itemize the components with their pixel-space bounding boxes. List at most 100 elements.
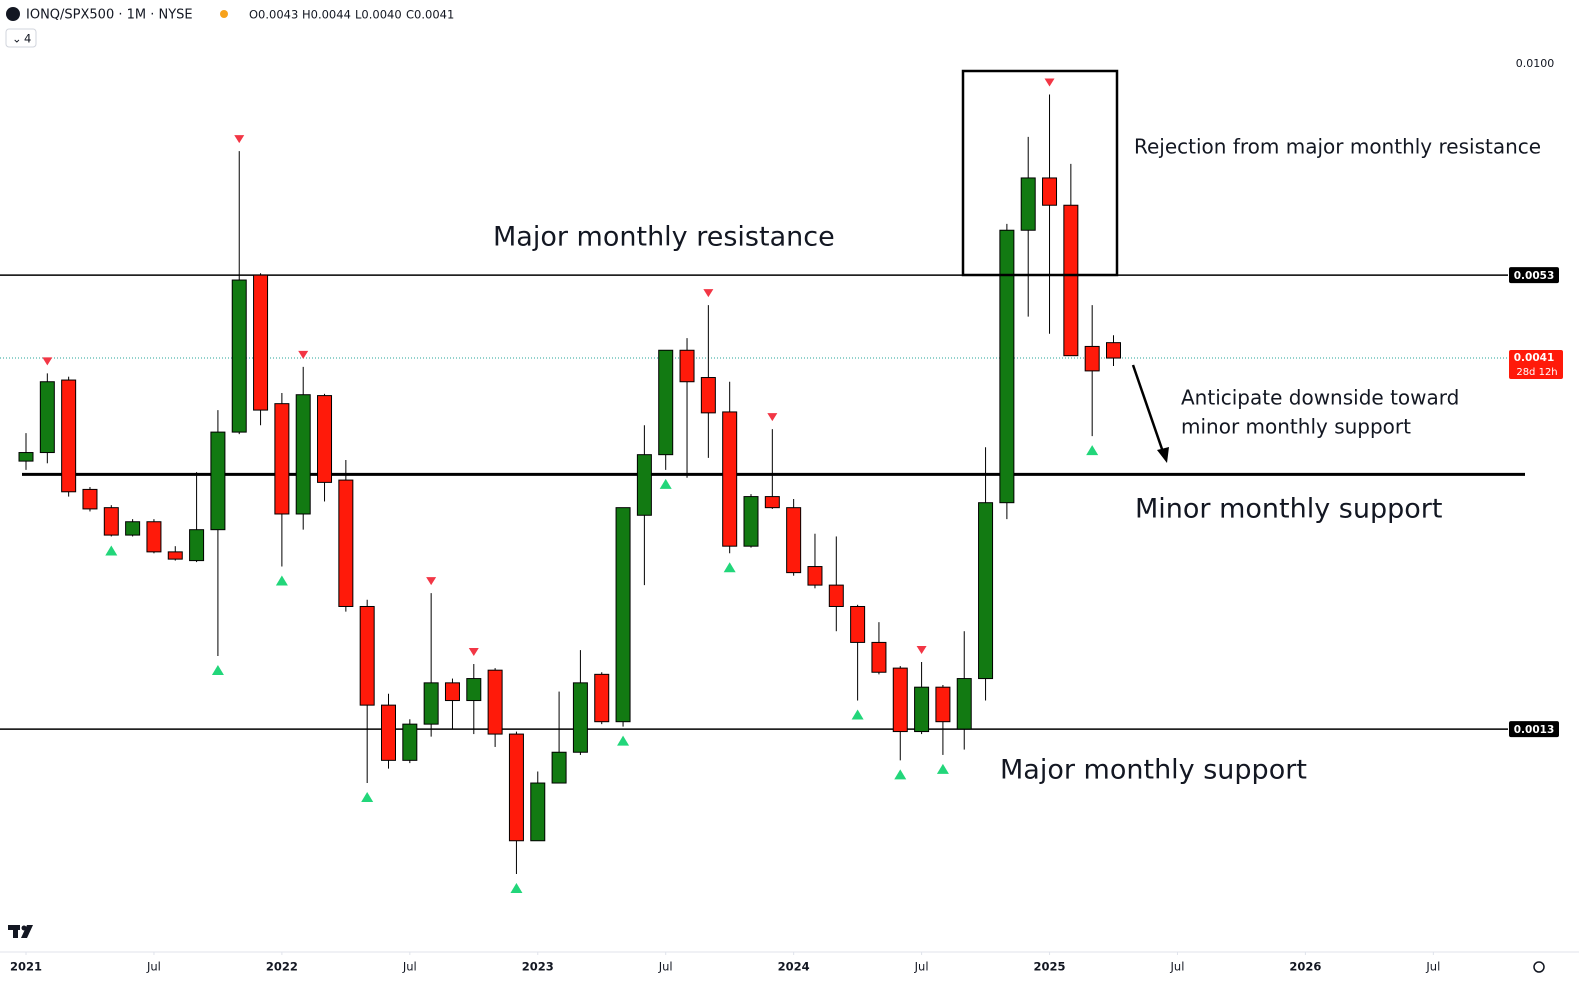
candle-body — [167, 551, 183, 560]
annotation: Rejection from major monthly resistance — [1134, 135, 1541, 159]
pivot-low — [894, 769, 907, 780]
candle-body — [103, 507, 119, 536]
candle-body — [253, 274, 269, 411]
candle-body — [978, 502, 994, 680]
level-label: 0.0013 — [1514, 724, 1555, 736]
ohlc-high: H0.0044 — [302, 8, 351, 22]
x-tick-label: 2024 — [778, 960, 810, 974]
pivot-low — [105, 545, 118, 556]
candle-body — [1020, 177, 1036, 231]
candle-body — [743, 496, 759, 547]
candle-body — [914, 686, 930, 733]
ohlc-low: L0.0040 — [355, 8, 402, 22]
annotation: Major monthly resistance — [493, 222, 835, 253]
x-tick-label: Jul — [914, 960, 929, 974]
candle-body — [1063, 204, 1079, 357]
last-price-tag — [1509, 350, 1563, 380]
candle-body — [359, 605, 375, 706]
indicator-chevron: ⌄ — [12, 32, 22, 46]
pivot-high — [42, 357, 53, 366]
annotation: minor monthly support — [1181, 415, 1411, 439]
x-tick-label: 2026 — [1289, 960, 1321, 974]
pivot-low — [659, 478, 672, 489]
candle-body — [786, 507, 802, 574]
pivot-high — [1044, 78, 1055, 87]
candle-body — [295, 394, 311, 515]
candle-body — [807, 566, 823, 586]
candle-body — [18, 452, 34, 462]
settings-icon[interactable] — [1533, 961, 1545, 973]
candle-body — [317, 395, 333, 483]
candle-body — [956, 678, 972, 730]
level-label: 0.0053 — [1514, 270, 1555, 282]
annotation: Minor monthly support — [1135, 494, 1442, 525]
candle-body — [615, 507, 631, 723]
tv-logo — [8, 925, 33, 938]
pivot-low — [1086, 445, 1099, 456]
candle-body — [146, 521, 162, 553]
arrow-head — [1157, 447, 1169, 463]
candle-body — [189, 529, 205, 562]
candle-body — [594, 673, 610, 723]
candle-body — [850, 605, 866, 643]
pivot-low — [275, 575, 288, 586]
candle-body — [828, 584, 844, 607]
pivot-high — [767, 413, 778, 422]
ohlc-open: O0.0043 — [249, 8, 298, 22]
candle-body — [1042, 177, 1058, 206]
symbol-icon — [6, 7, 20, 21]
candle-body — [274, 403, 290, 515]
pivot-low — [617, 735, 630, 746]
indicator-toggle[interactable] — [5, 28, 37, 48]
pivot-low — [936, 763, 949, 774]
candle-body — [1106, 342, 1121, 359]
pivot-low — [510, 883, 523, 894]
candle-body — [231, 279, 247, 433]
pivot-high — [703, 289, 714, 298]
candle-body — [466, 678, 482, 702]
pivot-high — [426, 577, 437, 586]
candle-body — [1084, 345, 1100, 372]
x-tick-label: Jul — [146, 960, 161, 974]
candle-body — [338, 479, 354, 607]
candle-body — [700, 377, 716, 414]
last-price-label: 0.0041 — [1514, 352, 1555, 364]
candle-body — [658, 349, 674, 456]
candle-body — [572, 682, 588, 753]
candle-body — [764, 496, 780, 509]
candle-body — [210, 431, 226, 531]
pivot-high — [916, 645, 927, 654]
pivot-high — [468, 648, 479, 657]
candle-body — [871, 641, 887, 673]
candle-body — [82, 488, 98, 510]
y-tick-label: 0.0100 — [1516, 57, 1555, 70]
session-icon — [220, 10, 228, 18]
symbol[interactable]: IONQ/SPX500 · 1M · NYSE — [26, 8, 193, 23]
candle-body — [125, 521, 141, 536]
candle-body — [444, 682, 460, 702]
candle-body — [679, 349, 695, 383]
candle-body — [508, 733, 524, 842]
candle-body — [381, 704, 396, 761]
candle-body — [530, 782, 546, 842]
annotation: Major monthly support — [1000, 755, 1307, 786]
x-tick-label: 2021 — [10, 960, 42, 974]
level-tag — [1509, 721, 1559, 738]
ohlc-close: C0.0041 — [406, 8, 454, 22]
pivot-low — [211, 664, 224, 675]
pivot-high — [234, 135, 245, 144]
pivot-high — [298, 350, 309, 359]
candle-body — [999, 229, 1015, 504]
candle-body — [423, 682, 439, 725]
pivot-low — [723, 562, 736, 573]
countdown: 28d 12h — [1516, 367, 1557, 378]
arrow-shaft — [1131, 364, 1165, 453]
candle-body — [722, 411, 738, 547]
level-tag — [1509, 267, 1559, 284]
highlight-box — [961, 69, 1119, 277]
candle-body — [487, 669, 503, 735]
x-tick-label: Jul — [402, 960, 417, 974]
x-tick-label: 2022 — [266, 960, 298, 974]
